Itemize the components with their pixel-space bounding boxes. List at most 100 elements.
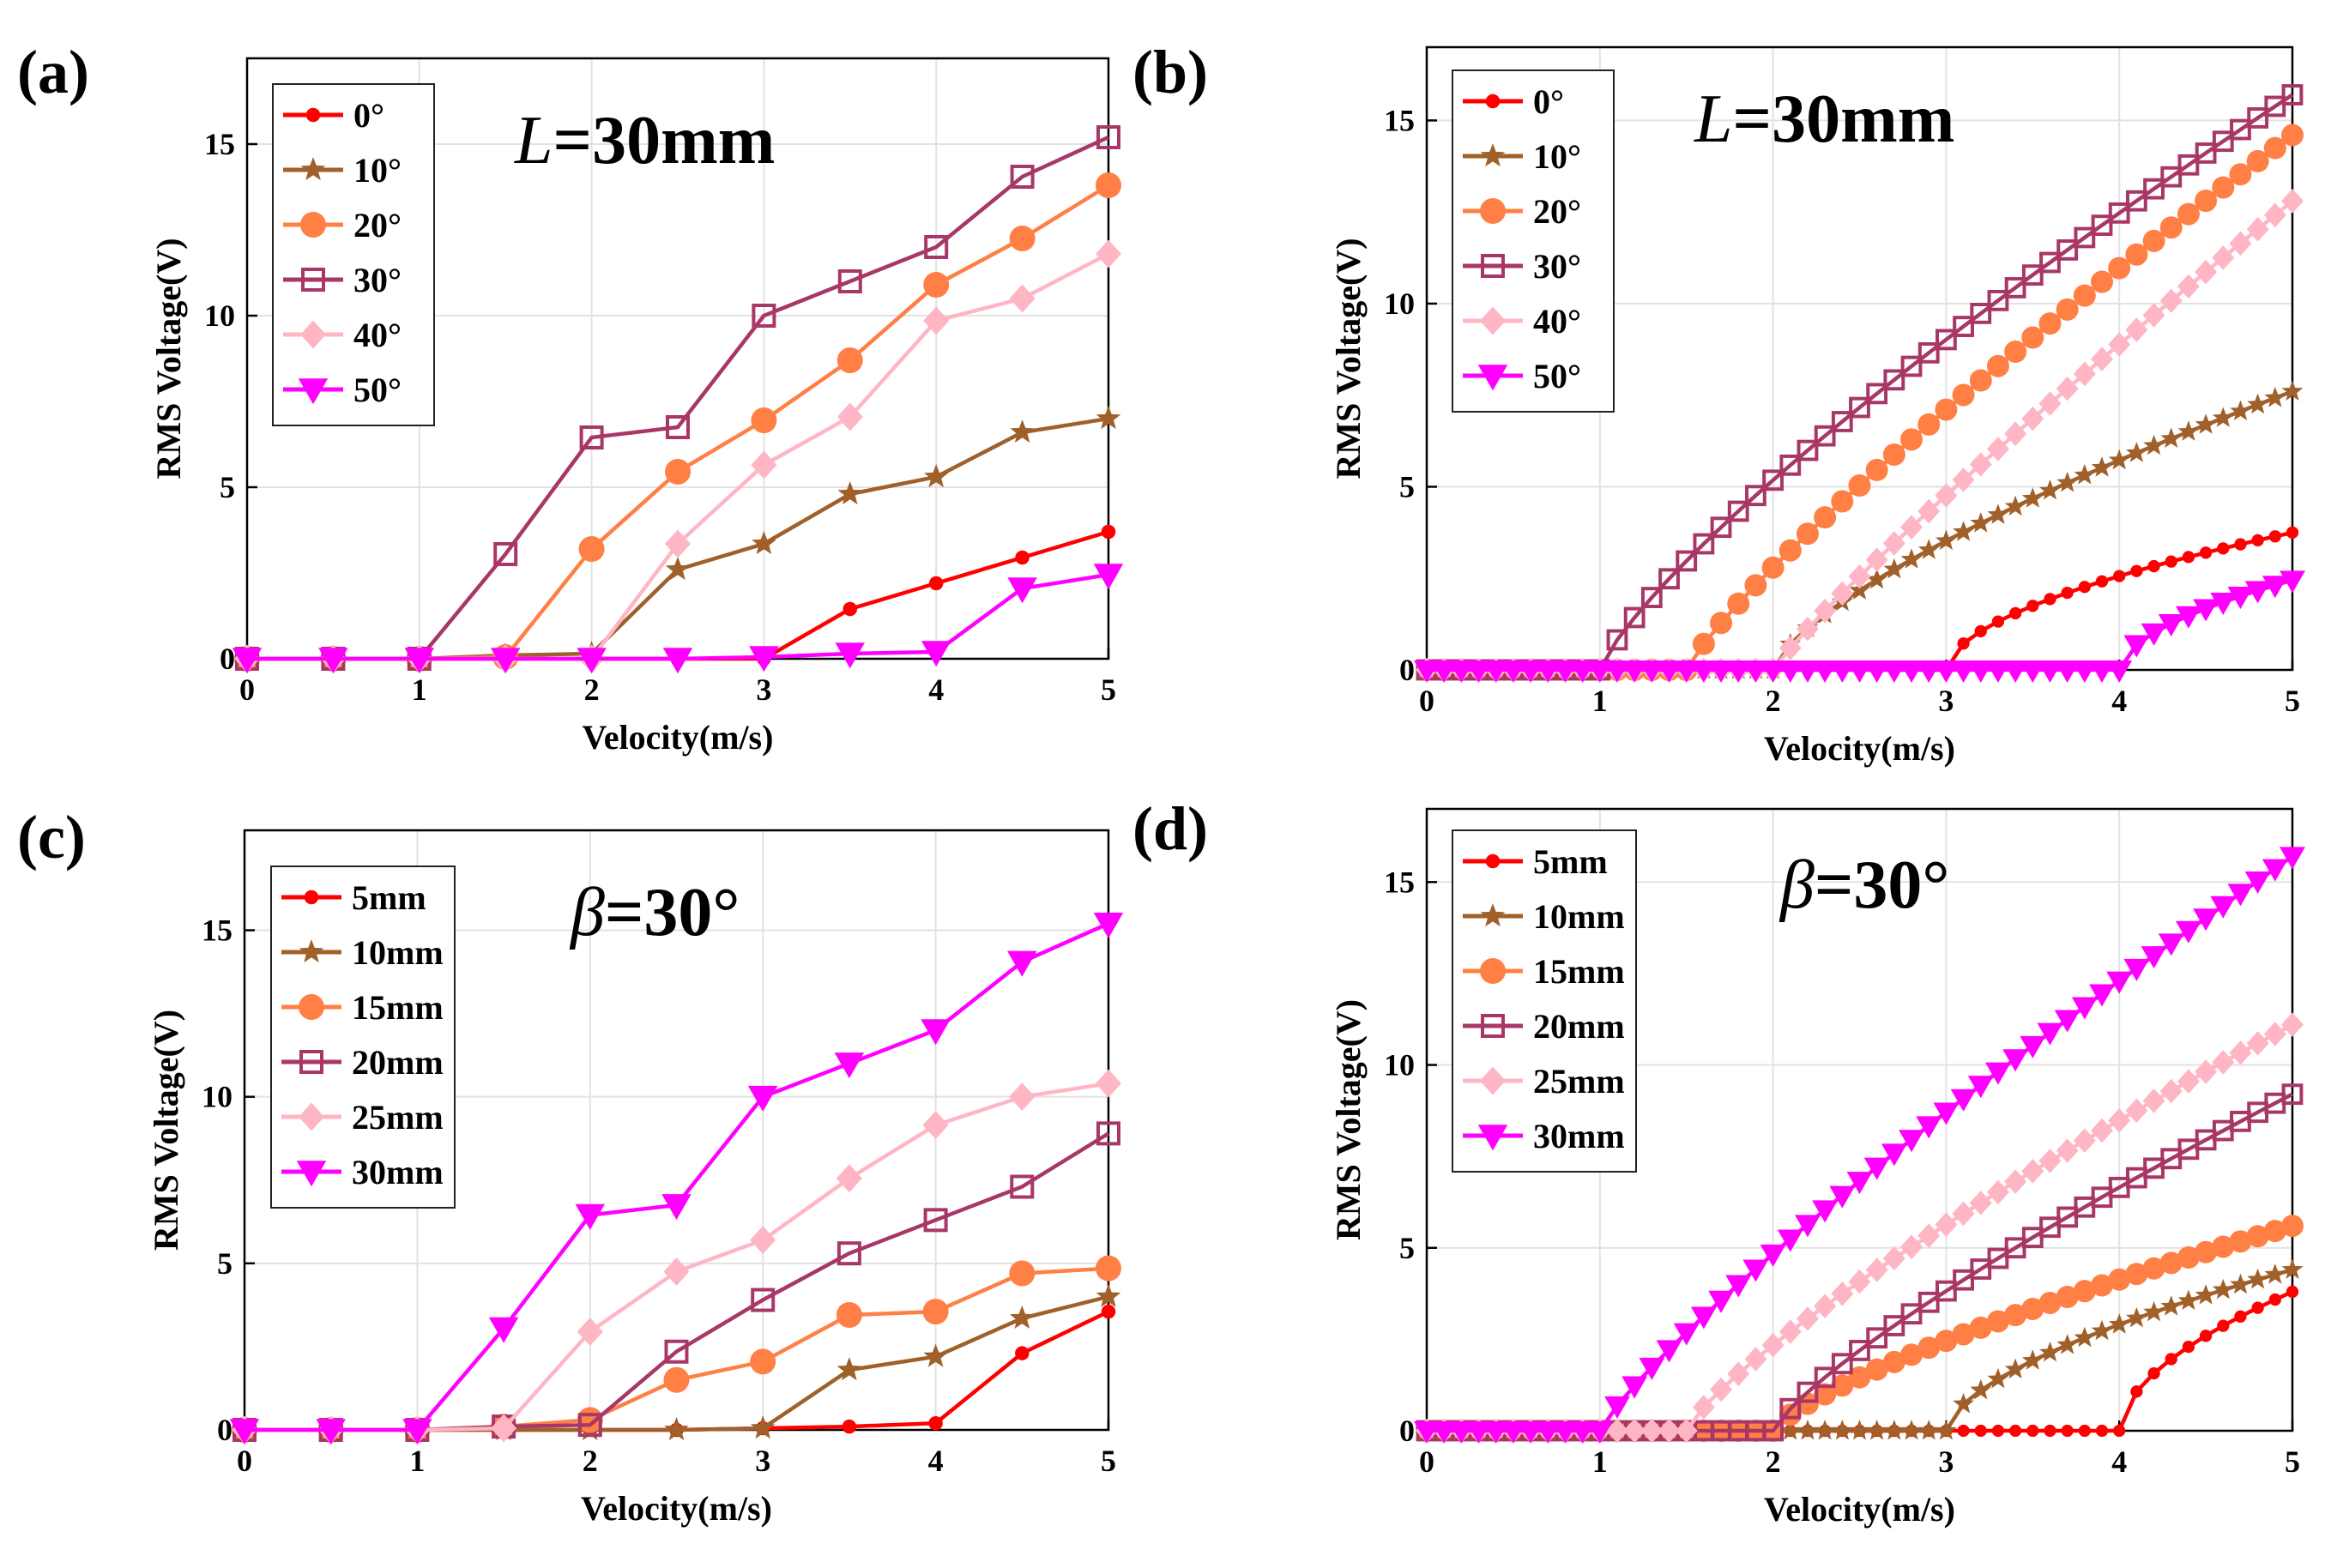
data-point — [1779, 540, 1802, 562]
data-point — [1992, 615, 2004, 627]
x-tick-label: 4 — [928, 672, 944, 707]
data-point — [1814, 506, 1836, 528]
data-point — [842, 1420, 857, 1434]
data-point — [2056, 1334, 2078, 1354]
data-point — [1762, 557, 1785, 579]
legend-label: 50° — [1533, 357, 1581, 395]
x-tick-label: 5 — [2285, 1444, 2300, 1479]
data-point — [2056, 472, 2078, 492]
data-point — [1935, 399, 1957, 421]
legend-label: 10mm — [1533, 897, 1625, 936]
data-point — [2200, 1330, 2212, 1342]
data-point — [1797, 1306, 1819, 1331]
x-axis-label: Velocity(m/s) — [581, 1489, 772, 1528]
data-point — [836, 1164, 862, 1192]
data-point — [1900, 428, 1923, 450]
legend-marker — [1480, 958, 1506, 984]
data-point — [2130, 1385, 2142, 1397]
data-point — [2286, 1286, 2298, 1298]
data-point — [2039, 1342, 2061, 1362]
series-50° — [232, 564, 1124, 673]
x-axis-label: Velocity(m/s) — [583, 718, 774, 757]
x-tick-label: 1 — [412, 672, 427, 707]
data-point — [1010, 285, 1036, 313]
data-point — [2038, 312, 2061, 335]
data-point — [2062, 1425, 2074, 1437]
data-point — [2026, 600, 2038, 612]
data-point — [1970, 1191, 1992, 1215]
data-point — [579, 536, 605, 562]
data-point — [1866, 459, 1888, 481]
data-point — [1849, 474, 1871, 497]
data-point — [2281, 124, 2304, 146]
legend: 5mm 10mm 15mm 20mm 25mm 30mm — [1452, 830, 1636, 1172]
legend-label: 10° — [353, 151, 402, 190]
data-point — [843, 602, 858, 617]
data-point — [2269, 1294, 2281, 1306]
y-tick-label: 10 — [204, 299, 235, 333]
data-point — [2039, 479, 2061, 500]
y-tick-label: 10 — [1384, 1048, 1415, 1083]
data-point — [2265, 387, 2286, 407]
y-axis-label: RMS Voltage(V) — [149, 238, 188, 479]
y-tick-label: 5 — [1399, 1231, 1415, 1265]
y-tick-label: 15 — [1384, 865, 1415, 899]
data-point — [2147, 1367, 2159, 1379]
y-tick-label: 5 — [217, 1246, 232, 1281]
data-point — [2269, 530, 2281, 542]
x-tick-label: 5 — [1101, 672, 1116, 707]
data-point — [1010, 419, 1035, 443]
panel-annotation: β=30° — [569, 875, 740, 950]
data-point — [1957, 1425, 1969, 1437]
chart-panel-b: 0 1 2 3 4 5051015Velocity(m/s)RMS Voltage(V)0… — [1132, 38, 2305, 768]
legend-label: 20° — [1533, 192, 1581, 231]
y-tick-label: 0 — [220, 642, 235, 676]
legend: 0°10°20°30°40°50° — [1452, 70, 1614, 412]
data-point — [2096, 1425, 2108, 1437]
data-point — [1849, 1269, 1871, 1294]
data-point — [1096, 1070, 1121, 1098]
data-point — [2074, 285, 2096, 307]
data-point — [1883, 1246, 1905, 1271]
x-tick-label: 0 — [237, 1444, 252, 1478]
data-point — [1009, 1260, 1035, 1286]
y-axis-label: RMS Voltage(V) — [1329, 238, 1368, 479]
data-point — [2281, 1215, 2304, 1237]
data-point — [2021, 327, 2044, 349]
data-point — [1814, 1294, 1836, 1318]
x-tick-label: 5 — [2285, 684, 2300, 718]
y-tick-label: 5 — [1399, 469, 1415, 504]
x-tick-label: 4 — [928, 1444, 944, 1478]
data-point — [1900, 1234, 1923, 1259]
data-point — [1007, 951, 1037, 977]
legend-label: 30° — [1533, 247, 1581, 286]
legend-label: 50° — [353, 371, 402, 409]
data-point — [664, 1257, 690, 1286]
data-point — [2056, 299, 2079, 321]
data-point — [2126, 442, 2147, 462]
legend-marker — [1480, 198, 1506, 224]
x-tick-label: 0 — [1419, 684, 1434, 718]
legend-label: 10° — [1533, 137, 1581, 176]
legend-label: 10mm — [352, 933, 444, 972]
data-point — [2005, 496, 2026, 516]
data-point — [2230, 401, 2251, 421]
data-point — [1693, 633, 1715, 655]
data-point — [1917, 413, 1940, 436]
x-tick-label: 1 — [1592, 1444, 1608, 1479]
legend-label: 0° — [1533, 82, 1564, 121]
data-point — [2074, 464, 2096, 485]
data-point — [1727, 593, 1749, 615]
x-tick-label: 3 — [755, 1444, 770, 1478]
legend-marker — [300, 212, 326, 238]
data-point — [2178, 420, 2200, 441]
data-point — [2079, 581, 2091, 593]
data-point — [1096, 1256, 1121, 1282]
data-point — [1953, 1202, 1975, 1227]
legend-label: 15mm — [352, 988, 444, 1027]
data-point — [923, 1299, 949, 1324]
data-point — [1866, 1257, 1888, 1282]
data-point — [2234, 1311, 2246, 1323]
series-15mm — [1416, 1215, 2304, 1442]
data-point — [2004, 1169, 2026, 1194]
